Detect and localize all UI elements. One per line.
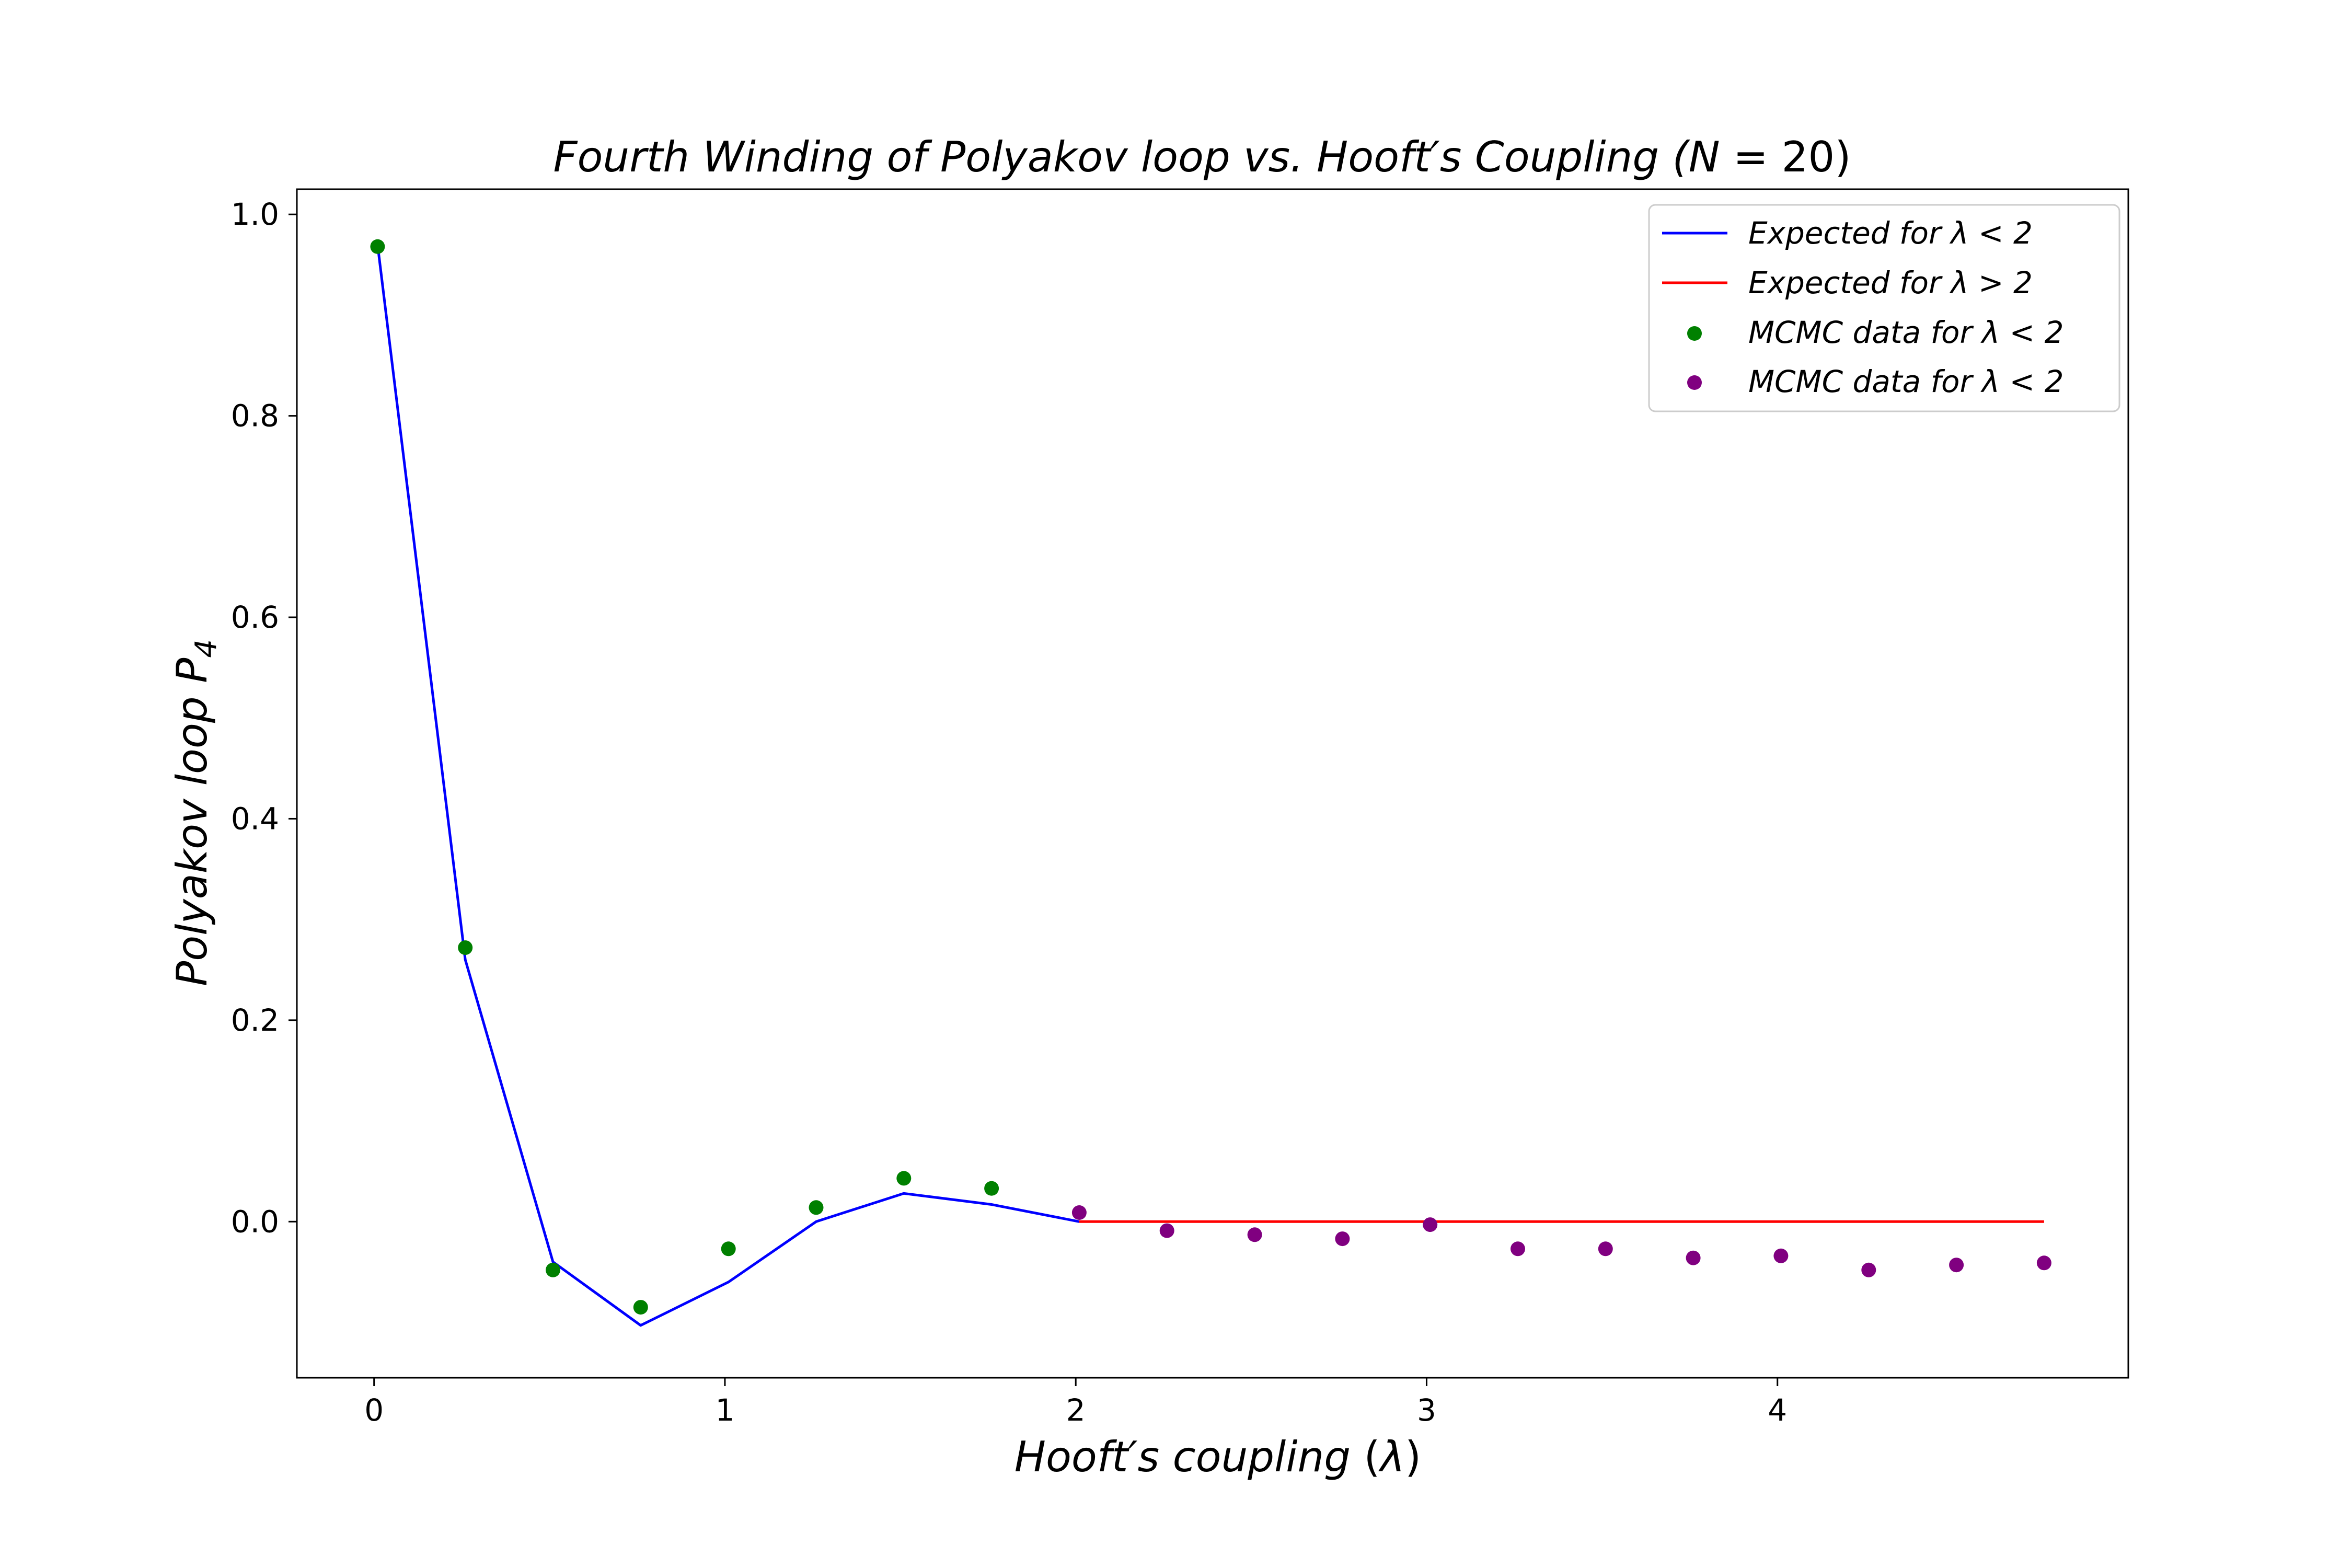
x-tick-label: 1 <box>715 1392 734 1428</box>
data-point <box>1071 1205 1087 1220</box>
y-tick-label: 0.4 <box>231 801 279 836</box>
data-point <box>1598 1241 1613 1256</box>
y-tick-label: 0.0 <box>231 1204 279 1239</box>
plot-area <box>370 239 2051 1327</box>
data-point <box>1511 1241 1525 1256</box>
data-point <box>1773 1248 1789 1263</box>
y-tick-label: 0.8 <box>231 398 279 434</box>
x-tick-label: 2 <box>1066 1392 1086 1428</box>
series-line-0 <box>376 244 1080 1327</box>
data-point <box>809 1200 824 1215</box>
data-point <box>1949 1258 1964 1273</box>
legend-label: Expected for λ < 2 <box>1748 215 2033 251</box>
legend-label: Expected for λ > 2 <box>1748 265 2033 301</box>
data-point <box>370 239 385 254</box>
data-point <box>2036 1255 2051 1271</box>
data-point <box>633 1300 648 1315</box>
y-tick-label: 0.2 <box>231 1002 279 1038</box>
data-point <box>984 1181 999 1196</box>
x-tick-label: 4 <box>1768 1392 1787 1428</box>
legend-marker-swatch <box>1687 375 1702 390</box>
data-point <box>1335 1231 1350 1247</box>
x-axis-label: Hooft′s coupling (λ) <box>1014 1433 1421 1481</box>
data-point <box>458 940 473 955</box>
data-point <box>1861 1262 1876 1277</box>
data-point <box>546 1262 560 1277</box>
x-tick-label: 3 <box>1417 1392 1436 1428</box>
y-tick-label: 1.0 <box>231 197 279 232</box>
x-tick-label: 0 <box>364 1392 384 1428</box>
data-point <box>1686 1250 1701 1265</box>
plot-frame <box>296 188 2129 1379</box>
legend: Expected for λ < 2 Expected for λ > 2 MCMC… <box>1648 204 2120 412</box>
data-point <box>721 1241 736 1256</box>
chart-title: Fourth Winding of Polyakov loop vs. Hoof… <box>553 133 1851 181</box>
data-point <box>896 1171 912 1186</box>
y-axis-label: Polyakov loop P4 <box>168 639 223 986</box>
legend-label: MCMC data for λ < 2 <box>1748 364 2063 399</box>
legend-label: MCMC data for λ < 2 <box>1748 315 2063 350</box>
data-point <box>1159 1223 1174 1238</box>
axes: 0 1 2 3 4 0.0 0.2 0.4 0.6 0.8 1.0 <box>231 188 2129 1428</box>
y-tick-label: 0.6 <box>231 599 279 635</box>
legend-marker-swatch <box>1687 326 1702 341</box>
data-point <box>1423 1217 1438 1232</box>
data-point <box>1247 1227 1262 1242</box>
legend-box <box>1648 204 2120 412</box>
